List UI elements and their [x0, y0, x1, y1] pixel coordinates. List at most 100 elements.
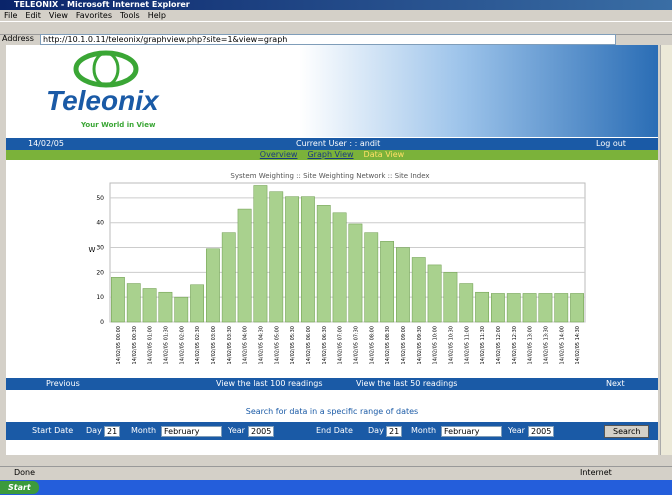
bar — [190, 285, 203, 322]
start-day[interactable]: 21 — [104, 426, 120, 437]
x-tick-label: 14/02/05 07:30 — [353, 326, 359, 364]
bar — [270, 192, 283, 322]
banner: Teleonix Your World in View — [6, 45, 658, 137]
tagline: Your World in View — [81, 121, 155, 129]
previous[interactable]: Previous — [46, 378, 80, 390]
x-tick-label: 14/02/05 14:00 — [559, 326, 565, 364]
bar — [570, 293, 583, 322]
x-tick-label: 14/02/05 10:30 — [448, 326, 454, 364]
bar — [111, 277, 124, 322]
y-tick-label: 30 — [96, 245, 104, 252]
bar — [238, 209, 251, 322]
nav-link[interactable]: Graph View — [307, 150, 353, 160]
x-tick-label: 14/02/05 09:00 — [401, 326, 407, 364]
x-tick-label: 14/02/05 11:00 — [464, 326, 470, 364]
next[interactable]: Next — [606, 378, 625, 390]
day-label: Day — [368, 422, 384, 440]
x-tick-label: 14/02/05 03:00 — [211, 326, 217, 364]
y-tick-label: 40 — [96, 220, 104, 227]
bar — [127, 284, 140, 322]
zone: Internet — [580, 467, 612, 478]
y-axis-label: W — [89, 246, 96, 254]
page: TELEONIX - Microsoft Internet Explorer F… — [0, 0, 672, 495]
y-tick-label: 50 — [96, 195, 104, 202]
search-button[interactable]: Search — [604, 425, 649, 438]
menu-item[interactable]: Edit — [25, 11, 41, 20]
x-tick-label: 14/02/05 04:30 — [258, 326, 264, 364]
pager-bar: Previous View the last 100 readings View… — [6, 378, 658, 390]
bar — [206, 249, 219, 322]
nav-link[interactable]: Data View — [364, 150, 405, 160]
taskbar: Start — [0, 480, 672, 495]
day-label: Day — [86, 422, 102, 440]
menu-item[interactable]: Help — [148, 11, 166, 20]
bar — [412, 257, 425, 322]
user-bar: 14/02/05 Current User : : andit Log out — [6, 138, 658, 150]
bar — [396, 248, 409, 322]
toolbar — [0, 21, 672, 35]
last-50[interactable]: View the last 50 readings — [356, 378, 457, 390]
start-year[interactable]: 2005 — [248, 426, 274, 437]
x-tick-label: 14/02/05 00:30 — [132, 326, 138, 364]
bar — [460, 284, 473, 322]
start-month[interactable]: February — [161, 426, 222, 437]
bar — [301, 197, 314, 322]
bar — [254, 185, 267, 322]
bar — [475, 292, 488, 322]
window-title: TELEONIX - Microsoft Internet Explorer — [14, 0, 190, 9]
y-tick-label: 0 — [100, 319, 104, 326]
x-tick-label: 14/02/05 06:30 — [322, 326, 328, 364]
nav-link[interactable]: Overview — [260, 150, 298, 160]
x-tick-label: 14/02/05 04:00 — [243, 326, 249, 364]
scrollbar[interactable] — [660, 45, 672, 455]
address-label: Address — [2, 34, 34, 43]
x-tick-label: 14/02/05 01:00 — [148, 326, 154, 364]
month-label: Month — [411, 422, 436, 440]
x-tick-label: 14/02/05 13:30 — [543, 326, 549, 364]
last-100[interactable]: View the last 100 readings — [216, 378, 323, 390]
x-tick-label: 14/02/05 12:00 — [496, 326, 502, 364]
bar — [143, 288, 156, 322]
x-tick-label: 14/02/05 11:30 — [480, 326, 486, 364]
x-tick-label: 14/02/05 12:30 — [512, 326, 518, 364]
bar — [317, 205, 330, 322]
chart: System Weighting :: Site Weighting Netwo… — [0, 160, 660, 375]
x-tick-label: 14/02/05 07:00 — [338, 326, 344, 364]
start-button[interactable]: Start — [0, 481, 39, 494]
bar — [555, 293, 568, 322]
search-caption: Search for data in a specific range of d… — [6, 407, 658, 416]
x-tick-label: 14/02/05 08:00 — [369, 326, 375, 364]
status: Done — [14, 467, 35, 478]
menu-item[interactable]: File — [4, 11, 17, 20]
title-bar: TELEONIX - Microsoft Internet Explorer — [0, 0, 672, 10]
search-bar: Start Date Day 21 Month February Year 20… — [6, 422, 658, 440]
x-tick-label: 14/02/05 05:00 — [274, 326, 280, 364]
address-field[interactable]: http://10.1.0.11/teleonix/graphview.php?… — [40, 34, 616, 45]
y-tick-label: 20 — [96, 269, 104, 276]
bar — [523, 293, 536, 322]
bar — [222, 233, 235, 322]
bar — [380, 241, 393, 322]
menu-item[interactable]: View — [49, 11, 68, 20]
logout[interactable]: Log out — [596, 138, 626, 150]
x-tick-label: 14/02/05 02:30 — [195, 326, 201, 364]
end-label: End Date — [316, 422, 353, 440]
logo: Teleonix — [46, 85, 159, 117]
bar — [365, 233, 378, 322]
month-label: Month — [131, 422, 156, 440]
year-label: Year — [228, 422, 245, 440]
x-tick-label: 14/02/05 05:30 — [290, 326, 296, 364]
menu-item[interactable]: Tools — [120, 11, 140, 20]
end-year[interactable]: 2005 — [528, 426, 554, 437]
menu-item[interactable]: Favorites — [76, 11, 112, 20]
date: 14/02/05 — [28, 138, 64, 150]
menu-bar: File Edit View Favorites Tools Help — [4, 11, 166, 20]
end-month[interactable]: February — [441, 426, 502, 437]
x-tick-label: 14/02/05 10:00 — [433, 326, 439, 364]
y-tick-label: 10 — [96, 294, 104, 301]
end-day[interactable]: 21 — [386, 426, 402, 437]
x-tick-label: 14/02/05 08:30 — [385, 326, 391, 364]
current-user: Current User : : andit — [296, 138, 380, 150]
bar — [444, 272, 457, 322]
x-tick-label: 14/02/05 09:30 — [417, 326, 423, 364]
